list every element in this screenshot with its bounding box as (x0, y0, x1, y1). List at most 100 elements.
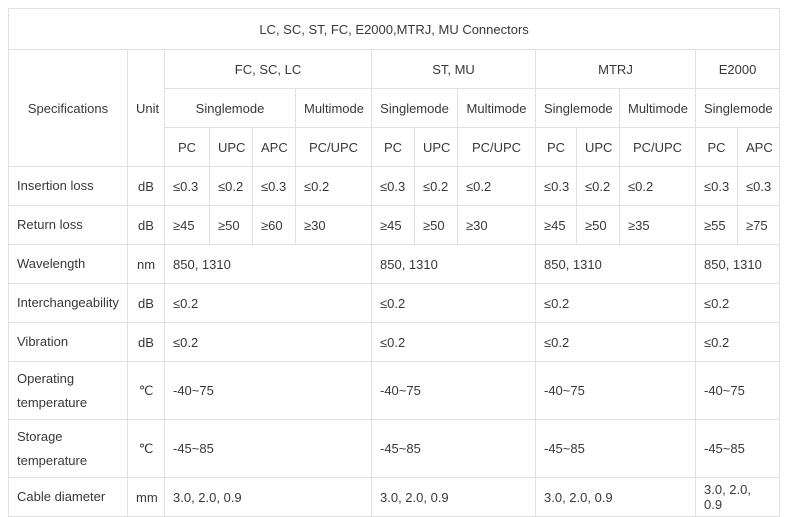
mode-header: Singlemode (535, 88, 620, 128)
value-cell: ≤0.2 (371, 283, 536, 323)
unit-value: dB (127, 166, 165, 206)
unit-value: dB (127, 283, 165, 323)
table-row: Storage temperature ℃ -45~85 -45~85 -45~… (8, 419, 781, 478)
table-row: Operating temperature ℃ -40~75 -40~75 -4… (8, 361, 781, 420)
specifications-header: Specifications (8, 49, 128, 167)
value-cell: 850, 1310 (164, 244, 372, 284)
mode-header: Multimode (457, 88, 536, 128)
mode-header: Multimode (295, 88, 372, 128)
mode-header: Singlemode (694, 88, 781, 128)
value-cell: ≤0.2 (414, 166, 458, 206)
table-row: Vibration dB ≤0.2 ≤0.2 ≤0.2 ≤0.2 (8, 322, 781, 362)
value-cell: ≥75 (736, 205, 781, 245)
value-cell: -45~85 (694, 419, 781, 478)
value-cell: ≤0.3 (164, 166, 210, 206)
value-cell: ≤0.2 (535, 283, 696, 323)
unit-value: dB (127, 205, 165, 245)
value-cell: ≤0.2 (576, 166, 620, 206)
value-cell: ≥50 (576, 205, 620, 245)
value-cell: ≥55 (695, 205, 738, 245)
polish-header: UPC (414, 127, 458, 167)
value-cell: ≤0.2 (694, 322, 781, 362)
spec-label: Vibration (8, 322, 128, 362)
spec-label: Return loss (8, 205, 128, 245)
polish-header: PC (371, 127, 415, 167)
value-cell: ≤0.2 (209, 166, 253, 206)
group-header-fc-sc-lc: FC, SC, LC (164, 49, 372, 89)
group-header-st-mu: ST, MU (371, 49, 536, 89)
unit-value: dB (127, 322, 165, 362)
value-cell: 3.0, 2.0, 0.9 (164, 477, 372, 517)
value-cell: ≥45 (371, 205, 415, 245)
polish-header: PC (164, 127, 210, 167)
polish-header: PC/UPC (619, 127, 696, 167)
value-cell: 850, 1310 (694, 244, 781, 284)
value-cell: ≤0.2 (371, 322, 536, 362)
table-row: Return loss dB ≥45 ≥50 ≥60 ≥30 ≥45 ≥50 ≥… (8, 205, 781, 245)
polish-header: UPC (209, 127, 253, 167)
value-cell: ≥30 (295, 205, 372, 245)
page: LC, SC, ST, FC, E2000,MTRJ, MU Connector… (7, 8, 781, 517)
group-header-e2000: E2000 (694, 49, 781, 89)
unit-value: ℃ (127, 361, 165, 420)
table-row: Insertion loss dB ≤0.3 ≤0.2 ≤0.3 ≤0.2 ≤0… (8, 166, 781, 206)
spec-label: Interchangeability (8, 283, 128, 323)
value-cell: -40~75 (535, 361, 696, 420)
polish-header: PC (695, 127, 738, 167)
value-cell: ≥45 (164, 205, 210, 245)
value-cell: ≥60 (252, 205, 296, 245)
value-cell: ≤0.3 (736, 166, 781, 206)
value-cell: ≤0.2 (164, 283, 372, 323)
spec-label: Storage temperature (8, 419, 128, 478)
mode-header: Multimode (619, 88, 696, 128)
value-cell: -45~85 (371, 419, 536, 478)
polish-header: PC/UPC (457, 127, 536, 167)
value-cell: 850, 1310 (371, 244, 536, 284)
table-row: Wavelength nm 850, 1310 850, 1310 850, 1… (8, 244, 781, 284)
value-cell: 3.0, 2.0, 0.9 (535, 477, 696, 517)
spec-label: Cable diameter (8, 477, 128, 517)
value-cell: ≤0.3 (695, 166, 738, 206)
value-cell: 3.0, 2.0, 0.9 (694, 477, 781, 517)
value-cell: -40~75 (164, 361, 372, 420)
value-cell: -40~75 (694, 361, 781, 420)
polish-header: PC/UPC (295, 127, 372, 167)
unit-value: mm (127, 477, 165, 517)
value-cell: ≥50 (414, 205, 458, 245)
value-cell: ≤0.2 (164, 322, 372, 362)
value-cell: ≤0.2 (694, 283, 781, 323)
value-cell: ≤0.2 (457, 166, 536, 206)
value-cell: ≥50 (209, 205, 253, 245)
unit-value: ℃ (127, 419, 165, 478)
polish-header: APC (252, 127, 296, 167)
value-cell: ≤0.2 (535, 322, 696, 362)
value-cell: ≤0.3 (371, 166, 415, 206)
value-cell: ≤0.3 (535, 166, 577, 206)
table-title: LC, SC, ST, FC, E2000,MTRJ, MU Connector… (7, 8, 781, 50)
value-cell: ≥30 (457, 205, 536, 245)
value-cell: 3.0, 2.0, 0.9 (371, 477, 536, 517)
value-cell: -45~85 (535, 419, 696, 478)
value-cell: -40~75 (371, 361, 536, 420)
value-cell: ≥45 (535, 205, 577, 245)
value-cell: ≤0.3 (252, 166, 296, 206)
value-cell: ≥35 (619, 205, 696, 245)
value-cell: ≤0.2 (619, 166, 696, 206)
table-row: Interchangeability dB ≤0.2 ≤0.2 ≤0.2 ≤0.… (8, 283, 781, 323)
polish-header: APC (736, 127, 781, 167)
polish-header: UPC (576, 127, 620, 167)
spec-label: Insertion loss (8, 166, 128, 206)
value-cell: -45~85 (164, 419, 372, 478)
value-cell: 850, 1310 (535, 244, 696, 284)
unit-header: Unit (127, 49, 165, 167)
mode-header: Singlemode (164, 88, 296, 128)
polish-header: PC (535, 127, 577, 167)
unit-value: nm (127, 244, 165, 284)
table-row: Cable diameter mm 3.0, 2.0, 0.9 3.0, 2.0… (8, 477, 781, 517)
group-header-mtrj: MTRJ (535, 49, 696, 89)
mode-header: Singlemode (371, 88, 458, 128)
connector-spec-table: LC, SC, ST, FC, E2000,MTRJ, MU Connector… (7, 8, 781, 517)
spec-label: Wavelength (8, 244, 128, 284)
value-cell: ≤0.2 (295, 166, 372, 206)
spec-label: Operating temperature (8, 361, 128, 420)
